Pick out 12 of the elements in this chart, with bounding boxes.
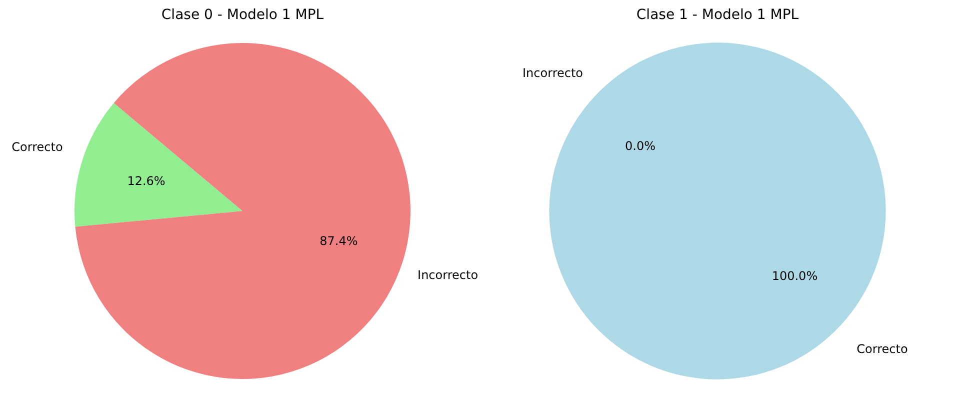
text: 0.0% <box>625 139 656 154</box>
slice-label: Correcto <box>856 342 908 356</box>
data-label: 12.6% <box>127 174 166 188</box>
pie-slice <box>74 103 242 227</box>
chart-title: Clase 0 - Modelo 1 MPL <box>161 7 324 23</box>
chart-title: Clase 1 - Modelo 1 MPL <box>636 7 799 23</box>
slice-label: Correcto <box>12 140 63 154</box>
slice-label: Incorrecto <box>418 268 478 282</box>
pie-slice <box>75 43 410 379</box>
category-label: Incorrecto <box>522 66 584 80</box>
data-label: 87.4% <box>320 234 358 248</box>
data-label: 100.0% <box>772 268 818 283</box>
